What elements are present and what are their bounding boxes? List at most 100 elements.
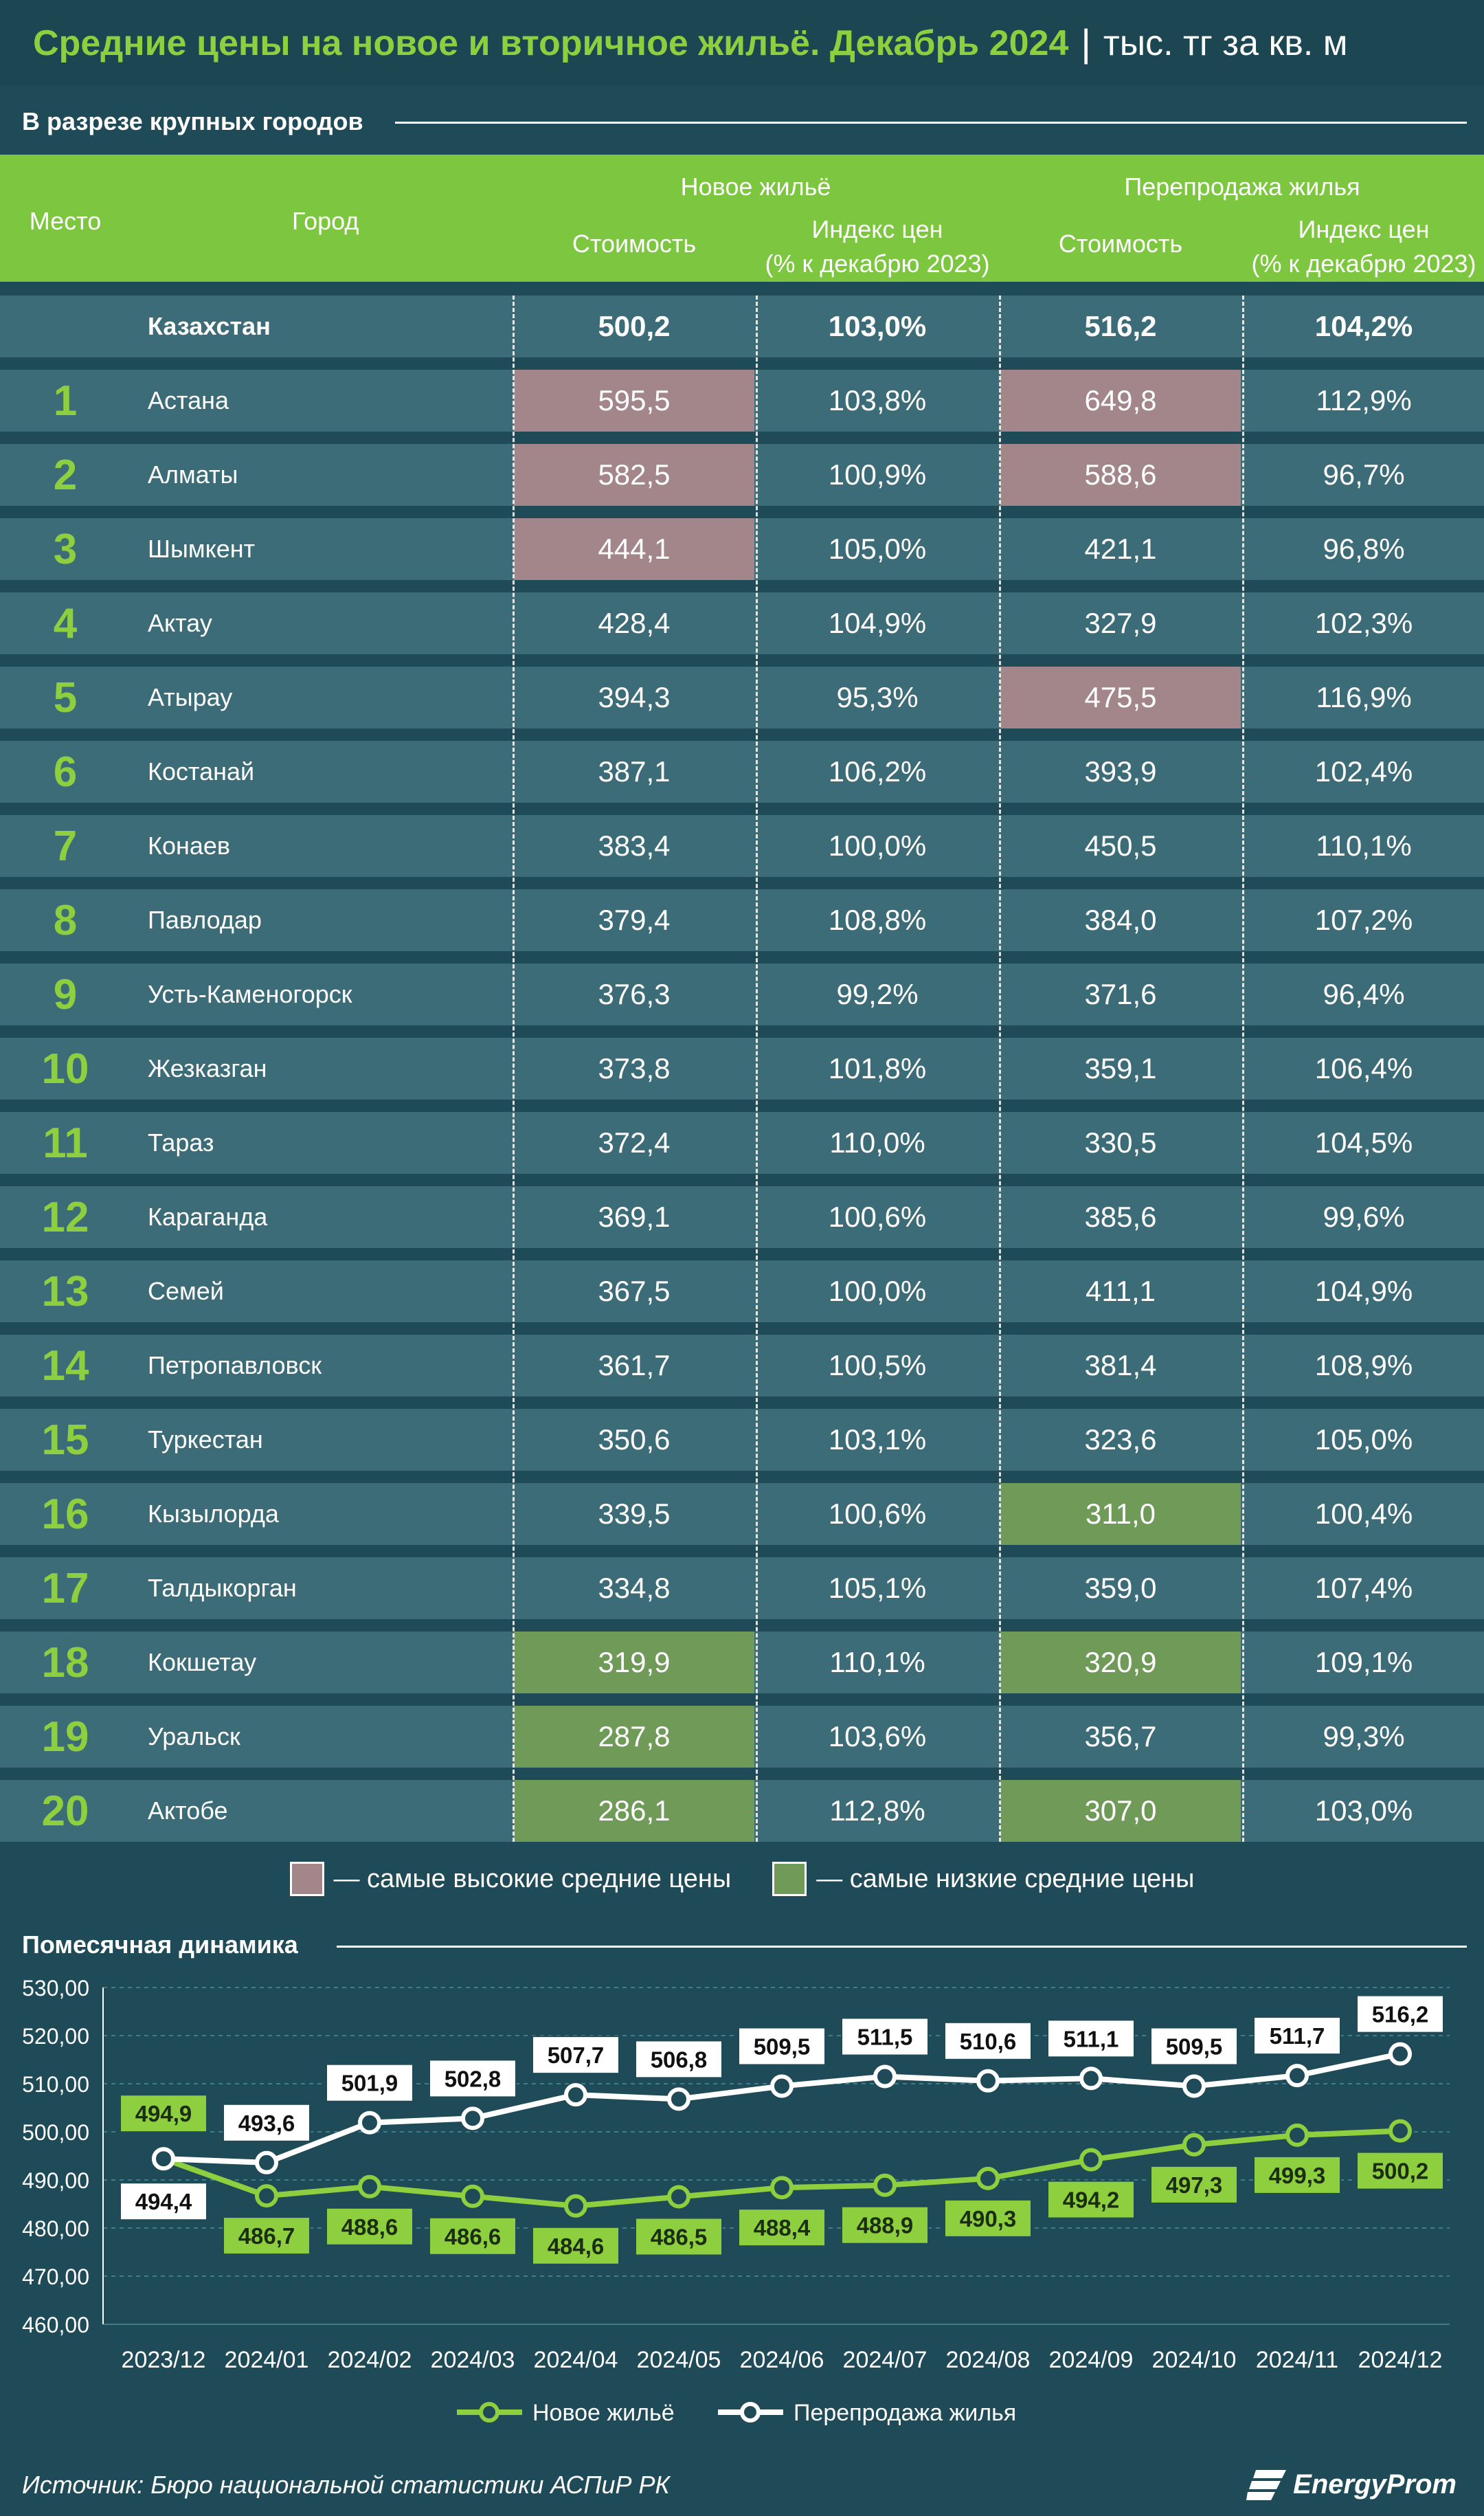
data-label-resale: 507,7	[548, 2042, 605, 2068]
city-cell: Казахстан	[148, 312, 271, 340]
title-separator: |	[1081, 21, 1091, 65]
new-index-cell: 103,1%	[828, 1423, 927, 1456]
new-cost-cell: 444,1	[514, 518, 754, 580]
column-divider	[1242, 296, 1244, 1842]
resale-cost-cell: 411,1	[1086, 1275, 1156, 1307]
city-cell: Кызылорда	[148, 1500, 279, 1528]
data-label-box-new	[1356, 2151, 1444, 2190]
data-label-box-resale	[841, 2017, 929, 2056]
data-label-new: 486,5	[651, 2225, 708, 2250]
legend-high-swatch	[289, 1862, 324, 1896]
data-point-resale	[667, 2087, 690, 2111]
x-tick-label: 2024/12	[1358, 2347, 1443, 2373]
data-label-resale: 509,5	[754, 2034, 811, 2060]
x-tick-label: 2024/03	[431, 2347, 515, 2373]
city-cell: Уральск	[148, 1722, 240, 1750]
table-row: 5 Атырау 394,3 95,3% 475,5 116,9%	[0, 667, 1484, 728]
data-label-box-new	[841, 2205, 929, 2245]
resale-cost-cell: 371,6	[1084, 978, 1157, 1010]
data-point-resale	[1079, 2067, 1103, 2091]
data-label-resale: 516,2	[1372, 2002, 1429, 2027]
city-cell: Алматы	[148, 460, 238, 489]
new-index-cell: 100,5%	[828, 1349, 927, 1381]
new-index-cell: 100,0%	[828, 830, 927, 862]
data-label-box-resale	[326, 2063, 414, 2102]
data-label-box-new	[326, 2207, 414, 2246]
x-tick-label: 2024/10	[1152, 2347, 1237, 2373]
x-tick-label: 2024/06	[740, 2347, 824, 2373]
rank-cell: 14	[41, 1342, 89, 1390]
new-index-cell: 110,0%	[829, 1126, 925, 1159]
resale-index-cell: 116,9%	[1316, 681, 1412, 713]
new-index-cell: 100,6%	[828, 1201, 927, 1233]
resale-index-cell: 106,4%	[1314, 1052, 1413, 1084]
brand-name: EnergyProm	[1293, 2469, 1457, 2500]
rank-cell: 4	[53, 599, 78, 647]
resale-cost-cell: 516,2	[1084, 310, 1157, 342]
data-point-resale	[770, 2074, 794, 2098]
legend-low: — самые низкие средние цены	[772, 1862, 1194, 1896]
data-label-box-resale	[1150, 2027, 1238, 2066]
data-label-new: 488,6	[341, 2214, 398, 2240]
resale-index-cell: 96,8%	[1323, 533, 1405, 565]
column-divider	[756, 296, 758, 1842]
new-index-cell: 103,8%	[828, 384, 927, 416]
header-new-index-line1: Индекс цен	[811, 215, 943, 243]
column-divider	[513, 296, 515, 1842]
data-label-box-resale	[635, 2040, 723, 2079]
new-cost-cell: 376,3	[598, 978, 671, 1010]
resale-index-cell: 104,2%	[1314, 310, 1413, 342]
rank-cell: 1	[53, 377, 78, 425]
data-point-new	[1285, 2123, 1309, 2147]
city-cell: Талдыкорган	[148, 1574, 297, 1602]
header-new-cost: Стоимость	[572, 230, 697, 258]
city-cell: Петропавловск	[148, 1351, 322, 1379]
data-label-box-resale	[223, 2103, 311, 2142]
legend-label-resale: Перепродажа жилья	[794, 2400, 1016, 2426]
highlight-legend: — самые высокие средние цены — самые низ…	[0, 1856, 1484, 1902]
resale-index-cell: 100,4%	[1314, 1498, 1413, 1530]
data-label-box-resale	[120, 2182, 207, 2221]
data-label-new: 494,9	[135, 2101, 192, 2126]
data-label-box-new	[532, 2226, 620, 2265]
city-cell: Туркестан	[148, 1425, 263, 1454]
data-label-box-resale	[738, 2027, 826, 2066]
x-tick-label: 2024/08	[946, 2347, 1031, 2373]
data-label-new: 490,3	[960, 2206, 1017, 2231]
new-cost-cell: 339,5	[598, 1498, 671, 1530]
section-title-monthly: Помесячная динамика	[22, 1930, 298, 1959]
header-resale-group: Перепродажа жилья	[1124, 172, 1360, 201]
data-label-box-resale	[1047, 2019, 1135, 2058]
data-label-new: 499,3	[1269, 2163, 1326, 2188]
new-index-cell: 95,3%	[836, 681, 919, 713]
y-tick-label: 460,00	[22, 2313, 89, 2337]
resale-index-cell: 99,3%	[1323, 1720, 1405, 1752]
new-cost-cell: 372,4	[598, 1126, 671, 1159]
rank-cell: 3	[53, 525, 78, 573]
city-cell: Тараз	[148, 1128, 214, 1157]
new-cost-cell: 369,1	[598, 1201, 671, 1233]
resale-index-cell: 96,7%	[1323, 458, 1405, 491]
city-cell: Семей	[148, 1277, 224, 1305]
new-cost-cell: 394,3	[598, 681, 671, 713]
resale-cost-cell: 393,9	[1084, 755, 1157, 788]
data-label-new: 500,2	[1372, 2159, 1429, 2184]
resale-index-cell: 110,1%	[1316, 830, 1412, 862]
data-label-resale: 511,5	[857, 2025, 913, 2050]
rank-cell: 13	[41, 1267, 89, 1315]
resale-cost-cell: 359,1	[1084, 1052, 1157, 1084]
new-index-cell: 105,1%	[828, 1572, 927, 1604]
header-new-group: Новое жильё	[680, 172, 831, 201]
resale-cost-cell: 359,0	[1084, 1572, 1157, 1604]
resale-index-cell: 103,0%	[1314, 1794, 1413, 1827]
y-tick-label: 510,00	[22, 2072, 89, 2097]
data-label-resale: 511,7	[1270, 2023, 1325, 2049]
city-cell: Караганда	[148, 1203, 268, 1231]
data-label-resale: 510,6	[960, 2029, 1017, 2054]
data-label-box-resale	[429, 2059, 517, 2098]
resale-cost-cell: 475,5	[1000, 667, 1241, 728]
rank-cell: 10	[41, 1045, 89, 1093]
table-row: 19 Уральск 287,8 103,6% 356,7 99,3%	[0, 1706, 1484, 1768]
resale-index-cell: 108,9%	[1314, 1349, 1413, 1381]
title-unit: тыс. тг за кв. м	[1103, 23, 1348, 63]
